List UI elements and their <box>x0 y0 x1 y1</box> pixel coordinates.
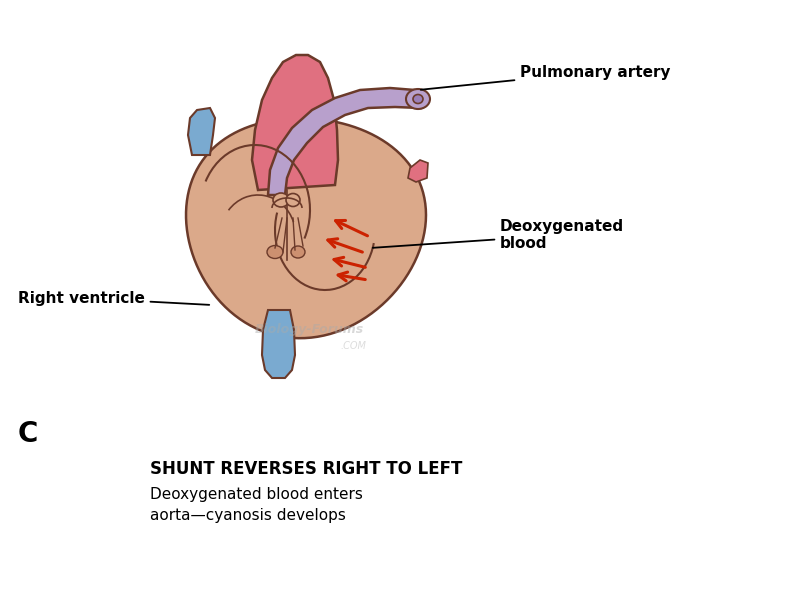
Text: SHUNT REVERSES RIGHT TO LEFT: SHUNT REVERSES RIGHT TO LEFT <box>150 460 462 478</box>
Polygon shape <box>262 310 295 378</box>
Text: Deoxygenated
blood: Deoxygenated blood <box>373 219 624 251</box>
Text: C: C <box>18 420 38 448</box>
Text: Deoxygenated blood enters: Deoxygenated blood enters <box>150 487 363 502</box>
Text: Pulmonary artery: Pulmonary artery <box>421 65 670 90</box>
Text: .COM: .COM <box>340 341 366 351</box>
Ellipse shape <box>286 193 300 207</box>
Ellipse shape <box>413 95 423 104</box>
Ellipse shape <box>273 193 289 207</box>
Polygon shape <box>252 55 338 190</box>
Polygon shape <box>186 118 426 338</box>
Text: aorta—cyanosis develops: aorta—cyanosis develops <box>150 508 346 523</box>
Polygon shape <box>188 108 215 155</box>
Polygon shape <box>408 160 428 182</box>
Text: Right ventricle: Right ventricle <box>18 291 210 305</box>
Ellipse shape <box>291 246 305 258</box>
Text: Biology-Forums: Biology-Forums <box>255 323 364 337</box>
Ellipse shape <box>267 246 283 259</box>
Ellipse shape <box>406 89 430 109</box>
Polygon shape <box>268 88 420 195</box>
